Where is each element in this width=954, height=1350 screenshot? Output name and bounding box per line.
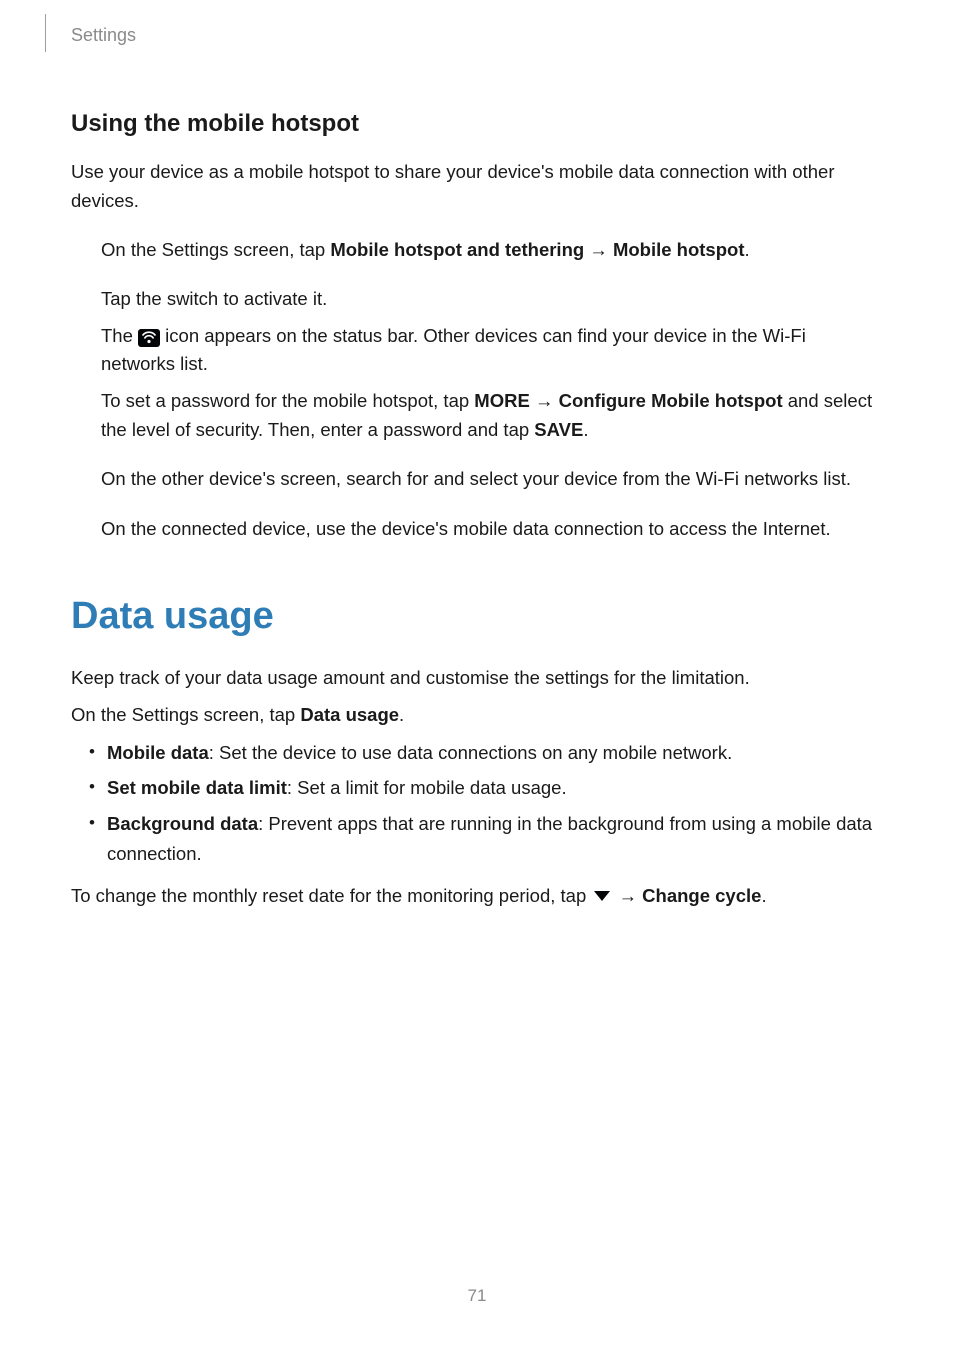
data-usage-nav: On the Settings screen, tap Data usage. <box>71 701 883 730</box>
bold-change-cycle: Change cycle <box>642 885 761 906</box>
text: On the Settings screen, tap <box>71 704 300 725</box>
text: . <box>745 239 750 260</box>
text: . <box>399 704 404 725</box>
bold-path2: Mobile hotspot <box>613 239 745 260</box>
text: To change the monthly reset date for the… <box>71 885 591 906</box>
header-chapter: Settings <box>71 25 136 46</box>
bullet-label: Set mobile data limit <box>107 777 287 798</box>
bold-more: MORE <box>474 390 530 411</box>
bullet-mobile-data: Mobile data: Set the device to use data … <box>89 738 883 768</box>
bullet-desc: : Set the device to use data connections… <box>209 742 732 763</box>
bold-configure: Configure Mobile hotspot <box>559 390 783 411</box>
text: . <box>583 419 588 440</box>
arrow: → <box>584 239 613 260</box>
text: To set a password for the mobile hotspot… <box>101 390 474 411</box>
text: . <box>761 885 766 906</box>
text: On the Settings screen, tap <box>101 239 330 260</box>
hotspot-step2-line1: Tap the switch to activate it. <box>101 285 883 314</box>
text: The <box>101 325 138 346</box>
page-number: 71 <box>0 1286 954 1306</box>
data-usage-intro: Keep track of your data usage amount and… <box>71 664 883 693</box>
data-usage-bullets: Mobile data: Set the device to use data … <box>71 738 883 868</box>
dropdown-icon <box>591 889 613 903</box>
hotspot-step4: On the connected device, use the device'… <box>71 514 883 544</box>
bold-save: SAVE <box>534 419 583 440</box>
bullet-background-data: Background data: Prevent apps that are r… <box>89 809 883 868</box>
hotspot-intro: Use your device as a mobile hotspot to s… <box>71 158 883 215</box>
data-usage-title: Data usage <box>71 595 883 638</box>
hotspot-step2: Tap the switch to activate it. The icon … <box>71 285 883 444</box>
hotspot-step3-text: On the other device's screen, search for… <box>101 464 883 494</box>
arrow: → <box>613 885 642 906</box>
bold-data-usage: Data usage <box>300 704 399 725</box>
hotspot-step2-password: To set a password for the mobile hotspot… <box>101 387 883 444</box>
hotspot-subheading: Using the mobile hotspot <box>71 110 883 138</box>
arrow: → <box>530 390 559 411</box>
bullet-label: Mobile data <box>107 742 209 763</box>
hotspot-step2-icon-line: The icon appears on the status bar. Othe… <box>101 322 883 379</box>
bullet-label: Background data <box>107 813 258 834</box>
header-rule <box>45 14 46 52</box>
data-usage-cycle: To change the monthly reset date for the… <box>71 882 883 911</box>
bold-path1: Mobile hotspot and tethering <box>330 239 584 260</box>
hotspot-step1-text: On the Settings screen, tap Mobile hotsp… <box>101 235 883 265</box>
bullet-set-limit: Set mobile data limit: Set a limit for m… <box>89 773 883 803</box>
page-content: Using the mobile hotspot Use your device… <box>71 110 883 931</box>
hotspot-step4-text: On the connected device, use the device'… <box>101 514 883 544</box>
bullet-desc: : Set a limit for mobile data usage. <box>287 777 567 798</box>
hotspot-step3: On the other device's screen, search for… <box>71 464 883 494</box>
hotspot-status-icon <box>138 327 160 345</box>
text: icon appears on the status bar. Other de… <box>101 325 806 375</box>
hotspot-step1: On the Settings screen, tap Mobile hotsp… <box>71 235 883 265</box>
